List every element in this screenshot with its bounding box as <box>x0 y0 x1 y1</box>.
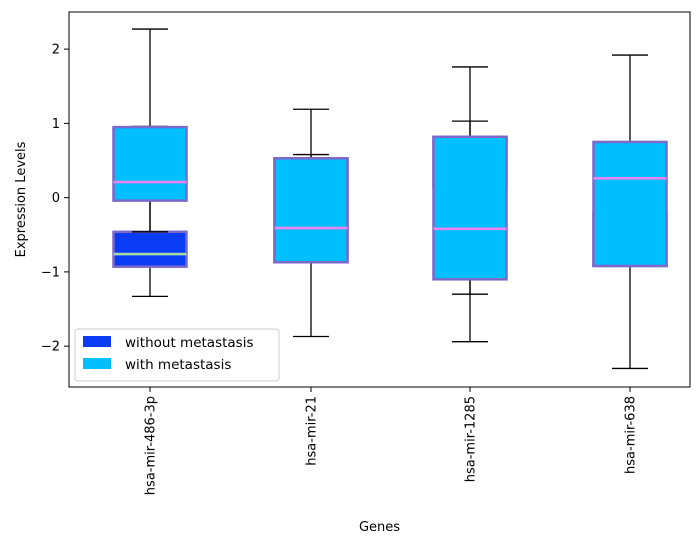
legend-label-without-metastasis: without metastasis <box>125 335 253 351</box>
box-with-metastasis-hsa-mir-486-3p-body <box>112 125 188 202</box>
legend-label-with-metastasis: with metastasis <box>125 357 231 373</box>
box-with-metastasis-hsa-mir-486-3p <box>112 28 188 233</box>
series-with-metastasis <box>112 28 668 370</box>
x-axis-label: Genes <box>359 520 400 535</box>
x-axis-ticks: hsa-mir-486-3p hsa-mir-21 hsa-mir-1285 hsa-… <box>144 387 639 495</box>
y-axis-ticks: −2 −1 0 1 2 <box>41 43 69 355</box>
y-tick-label: 1 <box>52 117 60 132</box>
x-tick-label-hsa-mir-638: hsa-mir-638 <box>624 396 639 474</box>
y-tick-label: −1 <box>41 265 60 280</box>
legend-swatch-with-metastasis <box>83 358 111 369</box>
x-tick-label-hsa-mir-21: hsa-mir-21 <box>305 396 320 466</box>
legend-frame <box>74 328 280 382</box>
box-without-metastasis-hsa-mir-486-3p-body <box>112 230 188 268</box>
y-tick-label: 2 <box>52 43 60 58</box>
box-without-metastasis-hsa-mir-486-3p <box>112 125 188 298</box>
box-with-metastasis-hsa-mir-21 <box>273 108 349 338</box>
plot-area <box>112 28 668 370</box>
box-with-metastasis-hsa-mir-638-body <box>592 140 668 268</box>
x-tick-label-hsa-mir-1285: hsa-mir-1285 <box>464 396 479 482</box>
x-tick-label-hsa-mir-486-3p: hsa-mir-486-3p <box>144 396 159 495</box>
box-with-metastasis-hsa-mir-1285 <box>432 66 508 343</box>
y-axis-label: Expression Levels <box>14 141 29 257</box>
box-with-metastasis-hsa-mir-21-body <box>273 157 349 264</box>
legend-swatch-without-metastasis <box>83 336 111 347</box>
box-with-metastasis-hsa-mir-1285-body <box>432 135 508 281</box>
y-tick-label: −2 <box>41 340 60 355</box>
y-tick-label: 0 <box>52 191 60 206</box>
box-with-metastasis-hsa-mir-638 <box>592 54 668 370</box>
axes-frame <box>68 11 691 388</box>
legend: without metastasis with metastasis <box>74 328 280 382</box>
